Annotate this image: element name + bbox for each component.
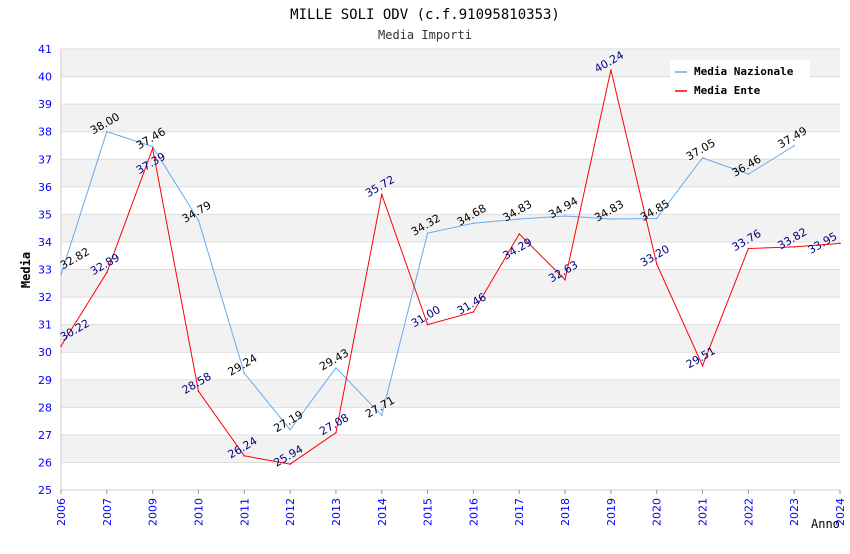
grid-band	[61, 269, 840, 298]
data-point	[197, 390, 200, 393]
x-tick-label: 2011	[238, 498, 251, 526]
data-point	[426, 323, 429, 326]
data-point	[380, 193, 383, 196]
y-tick-label: 26	[38, 456, 52, 469]
data-point	[701, 157, 704, 159]
data-point	[106, 271, 108, 274]
data-point	[747, 173, 750, 175]
data-point	[380, 414, 383, 417]
x-tick-label: 2021	[697, 498, 710, 526]
grid-band	[61, 104, 840, 132]
x-tick-label: 2020	[651, 498, 664, 526]
data-point	[106, 130, 108, 133]
data-point	[564, 278, 566, 281]
x-tick-label: 2017	[513, 498, 526, 526]
data-point	[518, 233, 521, 235]
data-point	[564, 215, 566, 217]
legend-label-ente: Media Ente	[694, 84, 761, 97]
data-point	[289, 463, 291, 465]
data-point	[747, 247, 750, 250]
y-tick-label: 41	[38, 43, 52, 56]
x-tick-label: 2006	[55, 498, 68, 526]
y-tick-label: 39	[38, 98, 52, 111]
x-tick-label: 2013	[330, 498, 343, 526]
y-tick-label: 36	[38, 181, 52, 194]
x-tick-label: 2022	[742, 498, 755, 526]
legend: Media Nazionale Media Ente	[670, 60, 810, 102]
data-point	[701, 364, 704, 367]
y-axis-label: Media	[19, 252, 33, 288]
x-tick-label: 2024	[834, 498, 847, 526]
y-tick-label: 33	[38, 264, 52, 277]
data-point	[335, 367, 337, 369]
y-tick-label: 28	[38, 401, 52, 414]
data-point	[151, 145, 154, 148]
x-tick-label: 2014	[376, 498, 389, 526]
data-point	[793, 246, 795, 248]
x-tick-label: 2009	[147, 498, 160, 526]
y-tick-label: 29	[38, 374, 52, 387]
y-tick-label: 25	[38, 484, 52, 497]
y-tick-label: 35	[38, 208, 52, 221]
data-point	[335, 431, 337, 434]
data-point	[518, 218, 521, 220]
x-tick-label: 2019	[605, 498, 618, 526]
data-point	[655, 217, 658, 220]
y-tick-label: 27	[38, 429, 52, 442]
data-point	[839, 242, 841, 245]
x-tick-label: 2012	[284, 498, 297, 526]
data-point	[243, 372, 246, 374]
data-label: 33.20	[638, 242, 672, 269]
grid-band	[61, 379, 840, 408]
data-point	[472, 222, 475, 224]
y-tick-label: 37	[38, 153, 52, 166]
series-line-ente	[60, 69, 841, 465]
y-tick-label: 30	[38, 346, 52, 359]
legend-label-nazionale: Media Nazionale	[694, 65, 794, 78]
data-point	[289, 428, 291, 431]
data-label: 29.24	[226, 352, 260, 379]
x-axis-label: Anno	[811, 517, 840, 531]
data-point	[472, 311, 475, 313]
x-tick-label: 2018	[559, 498, 572, 526]
chart-title: MILLE SOLI ODV (c.f.91095810353)	[290, 7, 560, 23]
chart-subtitle: Media Importi	[378, 28, 472, 42]
y-tick-label: 31	[38, 319, 52, 332]
data-point	[610, 218, 612, 220]
data-point	[243, 455, 246, 457]
x-tick-label: 2007	[101, 498, 114, 526]
x-tick-label: 2015	[422, 498, 435, 526]
data-point	[60, 345, 62, 347]
data-point	[793, 144, 795, 147]
grid-band	[61, 159, 840, 187]
y-tick-label: 38	[38, 126, 52, 139]
x-tick-label: 2010	[192, 498, 205, 526]
data-point	[610, 69, 612, 71]
data-point	[655, 263, 658, 265]
y-tick-label: 40	[38, 71, 52, 84]
grid-band	[61, 324, 840, 353]
y-tick-label: 32	[38, 291, 52, 304]
grid-band	[61, 434, 840, 463]
data-label: 32.82	[58, 245, 92, 272]
data-point	[151, 147, 154, 150]
data-point	[60, 273, 62, 276]
y-tick-label: 34	[38, 236, 52, 249]
data-point	[426, 232, 429, 234]
data-point	[197, 219, 200, 221]
x-tick-label: 2023	[788, 498, 801, 526]
x-tick-label: 2016	[467, 498, 480, 526]
